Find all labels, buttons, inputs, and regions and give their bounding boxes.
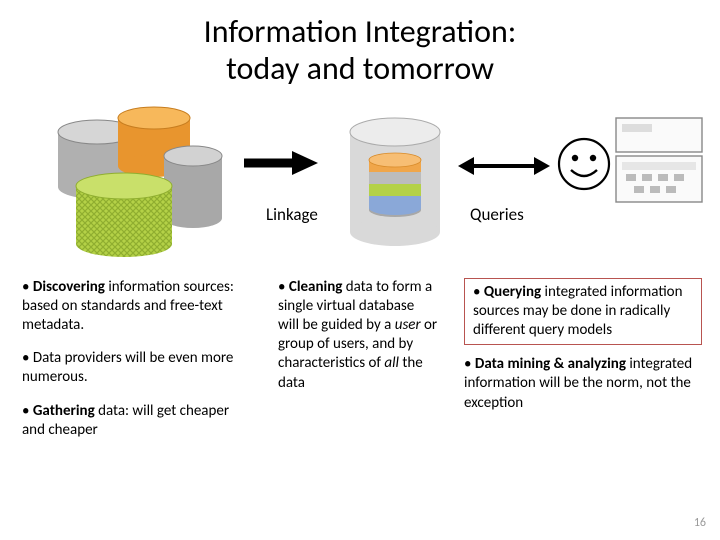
title-line-2: today and tomorrow [226, 49, 494, 88]
bullet-cleaning: • Cleaning data to form a single virtual… [278, 278, 438, 393]
queries-arrow-icon [456, 154, 552, 178]
bullet-discovering: • Discovering information sources: based… [22, 278, 252, 336]
bullet-datamining: • Data mining & analyzing integrated inf… [464, 355, 702, 413]
slide-title: Information Integration: today and tomor… [0, 0, 720, 88]
text-columns: • Discovering information sources: based… [0, 278, 720, 454]
integrated-database-icon [340, 112, 450, 252]
column-querying: • Querying integrated information source… [464, 278, 702, 454]
bullet-querying-boxed: • Querying integrated information source… [464, 278, 702, 346]
queries-label: Queries [470, 204, 524, 225]
bullet-providers: • Data providers will be even more numer… [22, 349, 252, 387]
linkage-label: Linkage [266, 204, 318, 225]
source-databases-icon [46, 100, 236, 270]
bullet-gathering: • Gathering data: will get cheaper and c… [22, 402, 252, 440]
diagram-area: Linkage Queries [0, 88, 720, 278]
user-face-icon [556, 136, 612, 192]
title-line-1: Information Integration: [204, 12, 517, 51]
page-number: 16 [694, 516, 706, 530]
computer-icon [614, 116, 706, 208]
linkage-arrow-icon [240, 148, 320, 178]
column-cleaning: • Cleaning data to form a single virtual… [278, 278, 438, 454]
column-sources: • Discovering information sources: based… [22, 278, 252, 454]
